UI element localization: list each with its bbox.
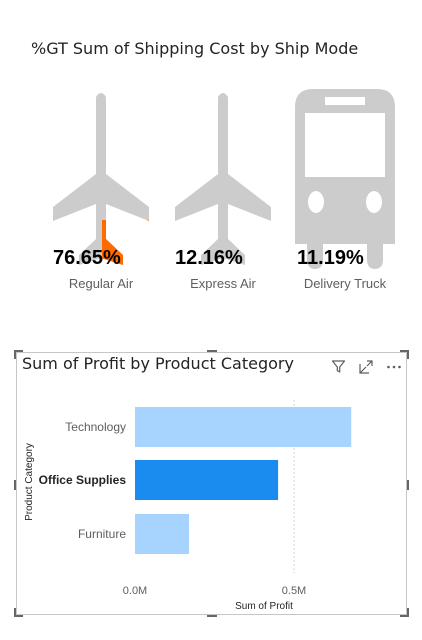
category-label-regular-air: Regular Air bbox=[68, 276, 134, 291]
resize-handle[interactable] bbox=[14, 350, 16, 359]
resize-handle[interactable] bbox=[14, 615, 23, 617]
category-label-office-supplies: Office Supplies bbox=[39, 473, 127, 487]
resize-handle[interactable] bbox=[207, 350, 217, 352]
pictogram-chart-title: %GT Sum of Shipping Cost by Ship Mode bbox=[31, 39, 359, 58]
category-label-furniture: Furniture bbox=[78, 527, 126, 541]
resize-handle[interactable] bbox=[400, 350, 409, 352]
filter-icon[interactable] bbox=[331, 359, 346, 374]
resize-handle[interactable] bbox=[14, 350, 23, 352]
bar-office-supplies[interactable] bbox=[135, 460, 279, 500]
more-options-icon[interactable] bbox=[386, 364, 402, 370]
x-axis-title: Sum of Profit bbox=[235, 601, 293, 612]
resize-handle[interactable] bbox=[407, 480, 409, 490]
value-label-express-air: 12.16% bbox=[175, 247, 243, 269]
value-label-delivery-truck: 11.19% bbox=[297, 247, 364, 269]
category-label-technology: Technology bbox=[65, 420, 126, 434]
bar-technology[interactable] bbox=[135, 407, 352, 447]
category-label-express-air: Express Air bbox=[190, 276, 256, 291]
airplane-icon-background bbox=[53, 93, 149, 265]
resize-handle[interactable] bbox=[407, 350, 409, 359]
resize-handle[interactable] bbox=[14, 608, 16, 617]
x-tick-label: 0.0M bbox=[123, 585, 147, 597]
resize-handle[interactable] bbox=[407, 608, 409, 617]
truck-icon-background bbox=[295, 89, 395, 269]
category-label-delivery-truck: Delivery Truck bbox=[303, 276, 387, 291]
bar-furniture[interactable] bbox=[135, 514, 190, 554]
bar-chart-title: Sum of Profit by Product Category bbox=[22, 354, 294, 373]
resize-handle[interactable] bbox=[400, 615, 409, 617]
y-axis-title: Product Category bbox=[24, 443, 35, 521]
focus-mode-icon[interactable] bbox=[359, 360, 373, 374]
value-label-regular-air: 76.65% bbox=[53, 247, 121, 269]
resize-handle[interactable] bbox=[207, 615, 217, 617]
bar-chart-plot: Technology Office Supplies Furniture 0.0… bbox=[24, 400, 352, 612]
x-tick-label: 0.5M bbox=[282, 585, 306, 597]
resize-handle[interactable] bbox=[14, 480, 16, 490]
airplane-icon-background bbox=[175, 93, 271, 265]
